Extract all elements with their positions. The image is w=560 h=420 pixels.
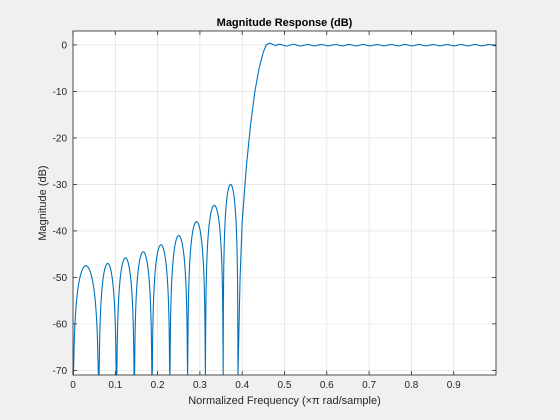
x-tick-label: 0.5: [278, 380, 292, 391]
y-tick-label: -60: [53, 319, 68, 330]
x-axis-label: Normalized Frequency (×π rad/sample): [188, 395, 381, 407]
grid-lines: [72, 31, 496, 375]
x-tick-label: 0: [70, 380, 76, 391]
y-tick-label: 0: [61, 40, 67, 51]
x-tick-label: 0.2: [151, 380, 165, 391]
x-tick-label: 0.8: [404, 380, 418, 391]
x-tick-label: 0.4: [235, 380, 249, 391]
x-tick-label: 0.9: [447, 380, 461, 391]
y-axis-label: Magnitude (dB): [37, 165, 49, 240]
chart-title: Magnitude Response (dB): [217, 17, 353, 29]
tick-marks: [72, 31, 496, 375]
x-tick-label: 0.1: [108, 380, 122, 391]
y-tick-label: -50: [53, 273, 68, 284]
y-tick-label: -30: [53, 180, 68, 191]
y-tick-labels: 0 -10 -20 -30 -40 -50 -60 -70: [53, 40, 68, 376]
response-curve-layer: [73, 42, 496, 375]
x-tick-label: 0.3: [193, 380, 207, 391]
x-tick-labels: 0 0.1 0.2 0.3 0.4 0.5 0.6 0.7 0.8 0.9: [70, 380, 461, 391]
x-tick-label: 0.6: [320, 380, 334, 391]
y-tick-label: -40: [53, 226, 68, 237]
y-tick-label: -10: [53, 87, 68, 98]
y-tick-label: -70: [53, 366, 68, 377]
magnitude-response-line: [73, 42, 496, 375]
x-tick-label: 0.7: [362, 380, 376, 391]
y-tick-label: -20: [53, 133, 68, 144]
